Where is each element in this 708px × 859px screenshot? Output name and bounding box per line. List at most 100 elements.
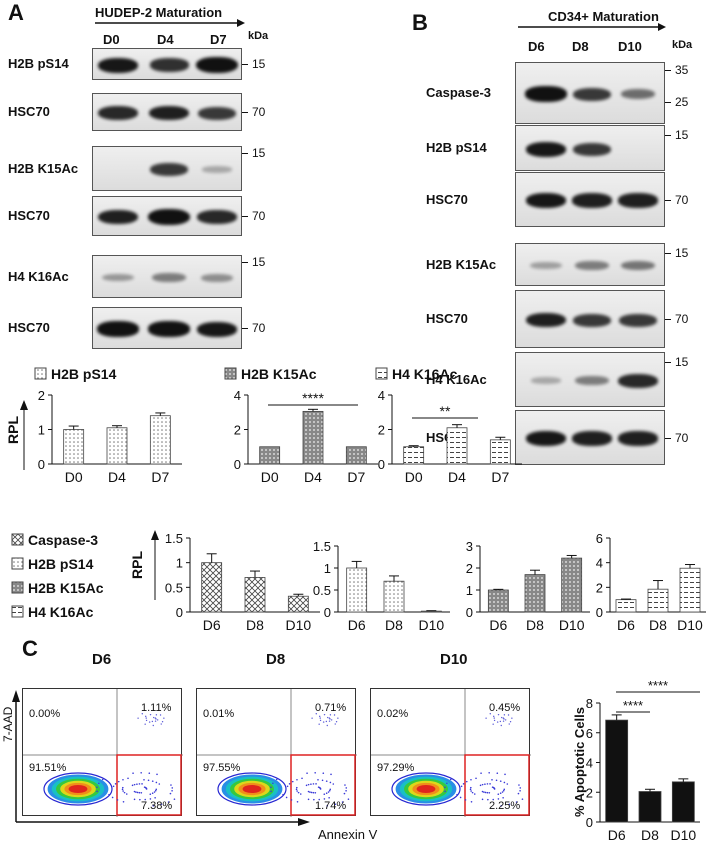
flow-event-dot <box>519 789 521 792</box>
panel-b-blot-label: Caspase-3 <box>426 85 492 100</box>
panel-a-kda-tick <box>242 153 248 154</box>
flow-event-dot <box>136 791 139 794</box>
panel-b-letter: B <box>412 10 428 35</box>
chart-y-tick-label: 2 <box>586 785 593 800</box>
panel-a-blot-band-1 <box>149 58 189 72</box>
flow-event-dot <box>151 780 154 782</box>
panel-a-kda-tick <box>242 112 248 113</box>
legend-swatch <box>11 605 24 618</box>
flow-event-dot <box>484 791 487 794</box>
legend-swatch <box>375 367 388 380</box>
flow-event-dot <box>154 789 157 792</box>
flow-event-dot <box>313 798 315 801</box>
sig-label: **** <box>648 678 668 693</box>
panel-b-blot-band-1 <box>575 261 609 270</box>
flow-event-dot <box>497 798 500 800</box>
flow-event-dot <box>328 720 331 722</box>
flow-event-dot <box>173 798 176 800</box>
flow-event-dot <box>114 783 117 785</box>
flow-event-dot <box>136 783 138 785</box>
panel-b-blot <box>515 352 665 407</box>
flow-event-dot <box>122 800 125 803</box>
flow-event-dot <box>317 778 319 781</box>
sig-label: ** <box>440 403 451 419</box>
flow-event-dot <box>122 786 124 789</box>
chart-y-tick-label: 0 <box>586 815 593 830</box>
flow-event-dot <box>470 786 472 789</box>
panel-a-blot-label: H4 K16Ac <box>8 268 69 284</box>
flow-event-dot <box>329 788 332 791</box>
chart-y-tick-label: 0.5 <box>165 580 183 595</box>
flow-event-dot <box>272 782 274 785</box>
flow-event-dot <box>489 713 491 715</box>
panel-a-blot-band-2 <box>200 273 234 282</box>
flow-event-dot <box>154 717 157 719</box>
flow-plot-title: D8 <box>266 651 286 668</box>
panel-a-kda-tick <box>242 64 248 65</box>
flow-event-dot <box>111 796 114 799</box>
panel-b-arrow <box>518 23 666 31</box>
panel-b-blot <box>515 125 665 171</box>
panel-b-blot-band-0 <box>525 312 567 328</box>
panel-a-kda-tick <box>242 216 248 217</box>
sig-label: **** <box>623 698 643 713</box>
flow-event-dot <box>347 798 350 800</box>
flow-event-dot <box>326 804 329 807</box>
chart-category-label: D10 <box>285 617 311 633</box>
flow-event-dot <box>121 788 124 791</box>
panel-b-lane-d8: D8 <box>572 39 589 54</box>
flow-event-dot <box>323 793 326 795</box>
chart-category-label: D7 <box>491 469 509 485</box>
flow-event-dot <box>470 800 473 803</box>
flow-event-dot <box>502 720 505 722</box>
flow-event-dot <box>459 796 462 799</box>
flow-event-dot <box>499 792 502 795</box>
flow-event-dot <box>333 714 336 716</box>
flow-event-dot <box>334 803 337 806</box>
chart-bar <box>259 446 281 465</box>
panel-b-blot-label: HSC70 <box>426 191 468 207</box>
chart-y-tick-label: 2 <box>38 388 45 403</box>
flow-event-dot <box>108 793 110 796</box>
flow-event-dot <box>446 782 448 785</box>
flow-event-dot <box>312 791 315 794</box>
flow-event-dot <box>139 798 141 801</box>
flow-event-dot <box>296 778 298 781</box>
flow-quadrant-ul: 0.02% <box>377 708 409 720</box>
flow-event-dot <box>318 798 321 801</box>
flow-event-dot <box>310 791 313 794</box>
flow-event-dot <box>322 772 325 774</box>
flow-event-dot <box>282 793 284 796</box>
flow-apoptotic-gate <box>290 754 356 816</box>
flow-event-dot <box>151 720 154 723</box>
flow-event-dot <box>481 790 484 793</box>
panel-b-blot-label: H2B pS14 <box>426 140 487 155</box>
flow-event-dot <box>325 780 328 782</box>
panel-a-kda-value: 70 <box>252 105 266 119</box>
flow-event-dot <box>449 778 452 781</box>
flow-event-dot <box>492 723 494 725</box>
flow-event-dot <box>163 717 165 719</box>
flow-event-dot <box>156 719 159 721</box>
flow-event-dot <box>144 798 147 801</box>
flow-event-dot <box>464 799 467 801</box>
panel-b-kda-tick <box>665 199 671 201</box>
panel-b-blot-label: H4 K16Ac <box>426 371 487 387</box>
flow-event-dot <box>488 791 491 794</box>
flow-event-dot <box>500 724 502 727</box>
panel-a-kda-tick <box>242 328 248 329</box>
flow-event-dot <box>345 787 348 789</box>
chart-y-tick-label: 0 <box>466 605 473 620</box>
panel-a-blot-band-0 <box>97 209 139 225</box>
flow-event-dot <box>328 789 331 792</box>
flow-event-dot <box>462 783 465 785</box>
flow-event-dot <box>318 723 320 725</box>
flow-event-dot <box>492 798 495 801</box>
flow-event-dot <box>153 716 155 719</box>
panel-a-blot-band-1 <box>152 273 186 282</box>
chart-y-tick-label: 4 <box>234 388 241 403</box>
chart-category-label: D4 <box>108 469 126 485</box>
flow-event-dot <box>486 791 489 794</box>
flow-event-dot <box>506 783 509 785</box>
panel-b-kda-value: 15 <box>675 355 689 369</box>
